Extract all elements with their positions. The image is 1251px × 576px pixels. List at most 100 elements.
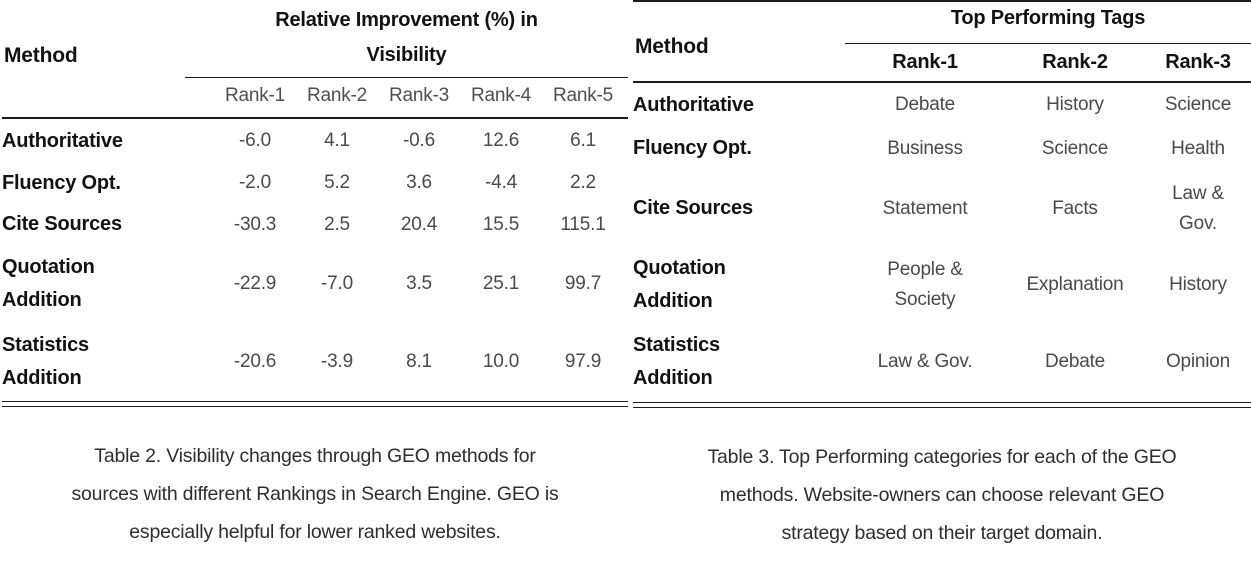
method-line: Statistics — [2, 333, 89, 356]
method-cell: Authoritative — [633, 89, 845, 122]
value-cell: 6.1 — [570, 130, 596, 151]
tag-cell: Opinion — [1145, 347, 1251, 377]
table-row: Statistics Addition -20.6 -3.9 8.1 10.0 … — [2, 322, 628, 401]
rank-column-header: Rank-4 — [470, 85, 532, 106]
method-cell: Cite Sources — [2, 208, 214, 241]
value-cell: 97.9 — [564, 350, 602, 372]
tag-line: Law & — [1172, 182, 1224, 204]
value-cell: 10.0 — [482, 350, 520, 372]
table-3-top-performing-tags: Method Top Performing Tags Rank-1 Rank-2… — [633, 0, 1251, 552]
method-cell: Fluency Opt. — [2, 167, 214, 200]
method-cell: Authoritative — [2, 125, 214, 158]
tag-cell: Law & Gov. — [1145, 179, 1251, 239]
tag-cell: History — [1005, 90, 1145, 120]
value-cell: -4.4 — [485, 172, 517, 193]
tag-line: Facts — [1052, 197, 1098, 219]
tag-cell: Business — [845, 134, 1005, 164]
method-line: Addition — [633, 289, 713, 312]
method-line: Cite Sources — [633, 197, 753, 219]
table-2-group-underline-rule — [185, 77, 628, 79]
method-line: Statistics — [633, 334, 720, 356]
value-cell: -30.3 — [233, 213, 277, 235]
caption-line: Table 2. Visibility changes through GEO … — [94, 445, 536, 467]
method-line: Fluency Opt. — [2, 171, 121, 194]
table-row: Statistics Addition Law & Gov. Debate Op… — [633, 322, 1251, 402]
table-row: Cite Sources -30.3 2.5 20.4 15.5 115.1 — [2, 203, 628, 246]
method-line: Addition — [2, 289, 82, 311]
method-line: Authoritative — [2, 129, 123, 152]
table-2-header: Method Relative Improvement (%) in Visib… — [2, 0, 628, 119]
tag-line: Debate — [894, 94, 956, 115]
value-cell: -6.0 — [239, 130, 271, 151]
value-cell: 3.6 — [406, 172, 432, 193]
tag-cell: Science — [1145, 90, 1251, 120]
tag-cell: Statement — [845, 194, 1005, 224]
table-2-bottom-double-rule — [2, 401, 628, 407]
tag-line: Society — [894, 288, 956, 310]
tag-cell: Science — [1005, 134, 1145, 164]
tag-line: Business — [887, 137, 963, 159]
tag-line: Explanation — [1026, 273, 1124, 295]
tag-cell: Law & Gov. — [845, 347, 1005, 377]
value-cell: 12.6 — [482, 130, 520, 151]
table-2-rank-header-row: Rank-1 Rank-2 Rank-3 Rank-4 Rank-5 — [214, 85, 624, 107]
value-cell: -22.9 — [233, 273, 277, 294]
value-cell: -2.0 — [239, 172, 271, 193]
table-2-visibility-changes: Method Relative Improvement (%) in Visib… — [2, 0, 628, 551]
table-3-bottom-double-rule — [633, 402, 1251, 408]
tag-line: Law & Gov. — [877, 351, 973, 372]
caption-line: sources with different Rankings in Searc… — [71, 483, 559, 505]
group-header-line: Relative Improvement (%) in — [275, 9, 538, 31]
value-cell: -7.0 — [321, 273, 353, 294]
tag-line: History — [1046, 94, 1104, 115]
method-line: Addition — [2, 366, 82, 389]
method-cell: Statistics Addition — [2, 329, 214, 395]
method-line: Authoritative — [633, 93, 754, 116]
tag-line: History — [1169, 273, 1227, 295]
value-cell: -3.9 — [321, 350, 353, 372]
value-cell: 2.2 — [570, 172, 596, 193]
rank-column-header: Rank-2 — [1042, 51, 1108, 73]
tag-cell: History — [1145, 270, 1251, 300]
method-cell: Statistics Addition — [633, 329, 845, 395]
method-line: Quotation — [2, 256, 95, 278]
table-row: Fluency Opt. Business Science Health — [633, 127, 1251, 170]
rank-column-header: Rank-2 — [306, 85, 368, 106]
tag-line: People & — [887, 258, 963, 280]
value-cell: 15.5 — [482, 213, 520, 235]
caption-line: strategy based on their target domain. — [781, 522, 1103, 544]
group-header-line: Visibility — [366, 44, 447, 66]
tag-cell: Debate — [1005, 347, 1145, 377]
value-cell: 8.1 — [406, 350, 432, 372]
value-cell: -20.6 — [233, 350, 277, 372]
method-line: Quotation — [633, 256, 726, 279]
tag-cell: Explanation — [1005, 270, 1145, 300]
rank-column-header: Rank-1 — [224, 85, 286, 106]
tag-cell: Facts — [1005, 194, 1145, 224]
table-row: Authoritative -6.0 4.1 -0.6 12.6 6.1 — [2, 119, 628, 163]
value-cell: 2.5 — [324, 213, 350, 235]
tag-cell: Health — [1145, 134, 1251, 164]
tag-line: Gov. — [1179, 212, 1217, 234]
table-row: Fluency Opt. -2.0 5.2 3.6 -4.4 2.2 — [2, 163, 628, 203]
table-3-group-header: Top Performing Tags — [950, 7, 1146, 29]
value-cell: 115.1 — [560, 213, 606, 235]
table-3-group-underline-rule — [845, 43, 1251, 45]
table-3-caption: Table 3. Top Performing categories for e… — [633, 438, 1251, 552]
value-cell: 3.5 — [406, 273, 432, 294]
rank-column-header: Rank-3 — [388, 85, 450, 106]
table-row: Cite Sources Statement Facts Law & Gov. — [633, 170, 1251, 247]
tag-cell: People & Society — [845, 255, 1005, 315]
method-line: Fluency Opt. — [633, 137, 752, 159]
table-2-group-header: Relative Improvement (%) in Visibility — [185, 3, 628, 73]
method-cell: Fluency Opt. — [633, 132, 845, 165]
table-3-header: Method Top Performing Tags Rank-1 Rank-2… — [633, 0, 1251, 83]
tag-line: Opinion — [1165, 351, 1231, 372]
value-cell: 25.1 — [482, 273, 520, 294]
table-row: Quotation Addition -22.9 -7.0 3.5 25.1 9… — [2, 246, 628, 322]
table-row: Quotation Addition People & Society Expl… — [633, 247, 1251, 322]
method-cell: Cite Sources — [633, 192, 845, 225]
caption-line: especially helpful for lower ranked webs… — [129, 521, 501, 543]
caption-line: methods. Website-owners can choose relev… — [719, 484, 1165, 506]
table-3-method-column-header: Method — [635, 35, 709, 58]
